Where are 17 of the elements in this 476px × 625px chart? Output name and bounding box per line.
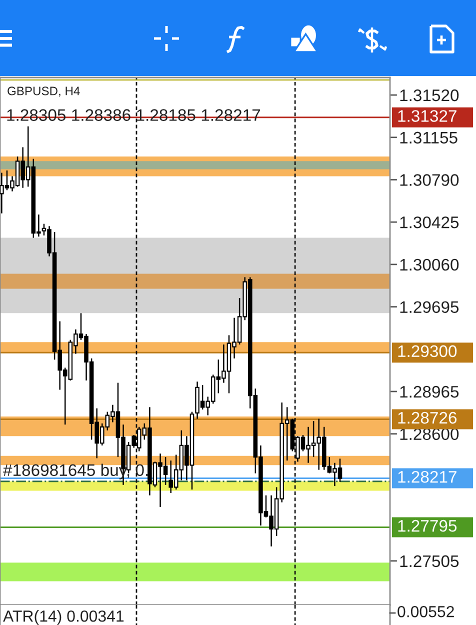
- y-tick-label: 1.31155: [400, 132, 458, 144]
- text: GBPUSD, H4: [8, 86, 80, 97]
- ref-line-label: 1.31327: [398, 110, 456, 122]
- text: 0.00552: [398, 606, 454, 618]
- ref-line-label: 1.29300: [398, 345, 457, 358]
- y-tick-label: 1.30425: [400, 216, 459, 228]
- y-tick-label: 1.31520: [400, 89, 459, 102]
- ref-line-label: 1.28217: [398, 470, 456, 483]
- y-tick-label: 1.30060: [400, 258, 459, 271]
- y-tick-label: 1.28965: [400, 386, 459, 398]
- ref-line-label: 1.28726: [398, 412, 457, 424]
- y-tick-label: 1.27505: [400, 555, 459, 568]
- ref-line-label: 1.27795: [398, 520, 457, 532]
- y-tick-label: 1.28600: [400, 428, 459, 440]
- y-tick-label: 1.30790: [400, 174, 459, 186]
- y-tick-label: 1.29695: [400, 301, 459, 313]
- text: ATR(14) 0.00341: [3, 610, 124, 625]
